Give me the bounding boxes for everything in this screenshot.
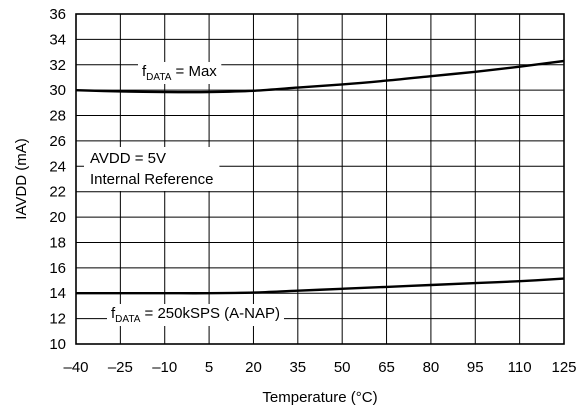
x-tick-label: 5 — [205, 359, 213, 376]
annotation-conditions: AVDD = 5V Internal Reference — [84, 147, 220, 191]
x-axis-title: Temperature (°C) — [262, 389, 377, 406]
x-tick-label: 125 — [551, 359, 576, 376]
y-tick-label: 30 — [49, 82, 66, 99]
y-tick-labels: 10 12 14 16 18 20 22 24 26 28 30 32 34 36 — [49, 6, 66, 353]
x-tick-label: 110 — [508, 359, 532, 376]
x-tick-labels: –40 –25 –10 5 20 35 50 65 80 95 110 125 — [63, 359, 576, 376]
series-line-fdata-max — [75, 59, 565, 94]
x-tick-label: 50 — [334, 359, 351, 376]
y-tick-label: 10 — [49, 336, 66, 353]
y-tick-label: 16 — [49, 260, 66, 277]
series-line-fdata-250ksps — [76, 277, 565, 295]
x-tick-label: 35 — [289, 359, 306, 376]
series-label-fdata-max: fDATA = Max — [142, 63, 217, 83]
x-tick-label: –25 — [108, 359, 133, 376]
series-label-fdata-max-bg — [138, 62, 222, 84]
annotation-line: AVDD = 5V — [90, 150, 166, 167]
series-labels: fDATA = Max fDATA = 250kSPS (A-NAP) AVDD =… — [84, 62, 285, 326]
x-tick-label: 20 — [245, 359, 262, 376]
annotation-bg — [84, 147, 220, 191]
y-tick-label: 14 — [49, 285, 66, 302]
y-tick-label: 26 — [49, 133, 66, 150]
series-label-fdata-250ksps-bg — [107, 304, 285, 326]
y-tick-label: 34 — [49, 31, 66, 48]
y-tick-label: 32 — [49, 57, 66, 74]
y-tick-label: 12 — [49, 311, 66, 328]
x-tick-label: 80 — [423, 359, 440, 376]
y-tick-label: 36 — [49, 6, 66, 23]
series-label-fdata-250ksps: fDATA = 250kSPS (A-NAP) — [111, 305, 280, 325]
y-tick-label: 22 — [49, 184, 66, 201]
x-tick-label: –10 — [152, 359, 177, 376]
y-axis-title: IAVDD (mA) — [13, 138, 30, 219]
y-tick-label: 24 — [49, 158, 66, 175]
x-tick-label: 95 — [467, 359, 484, 376]
y-tick-label: 20 — [49, 209, 66, 226]
x-tick-label: 65 — [378, 359, 395, 376]
y-tick-label: 28 — [49, 108, 66, 125]
y-tick-label: 18 — [49, 234, 66, 251]
curves — [75, 59, 565, 295]
x-tick-label: –40 — [63, 359, 88, 376]
annotation-line: Internal Reference — [90, 171, 213, 188]
plot-frame — [75, 13, 565, 345]
